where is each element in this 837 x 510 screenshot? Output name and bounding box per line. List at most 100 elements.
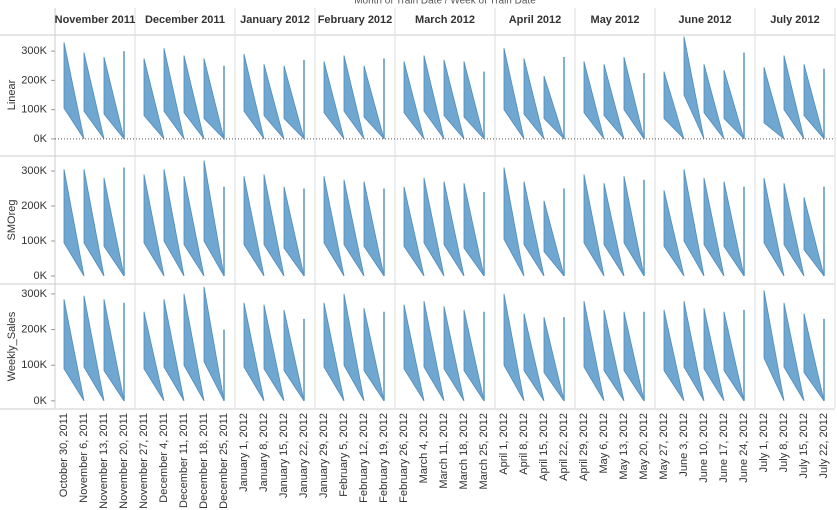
area [63,42,85,140]
area [663,71,685,140]
x-tick-label: July 8, 2012 [778,413,790,472]
area [423,300,445,402]
area [363,65,385,140]
area [283,65,305,141]
area [363,181,385,277]
x-tick-label: January 1, 2012 [238,413,250,492]
area [83,295,105,402]
x-tick-label: June 17, 2012 [718,413,730,483]
area [143,311,165,402]
x-tick-label: November 27, 2011 [138,413,150,509]
area [723,311,745,402]
y-tick-label: 0K [34,270,48,282]
area [283,186,305,277]
y-tick-label: 0K [34,133,48,145]
column-header: April 2012 [509,14,562,26]
area [423,55,445,140]
x-tick-label: April 22, 2012 [558,413,570,481]
x-tick-label: April 1, 2012 [498,413,510,475]
column-header: January 2012 [240,14,310,26]
area [203,160,225,277]
area [263,64,285,140]
area [343,293,365,402]
area [263,174,285,277]
y-tick-label: 100K [21,235,47,247]
area [603,64,625,140]
area [503,167,525,277]
area [543,200,565,277]
x-tick-label: March 18, 2012 [458,413,470,489]
area [403,61,425,140]
x-tick-label: January 22, 2012 [298,413,310,498]
area [103,299,125,402]
chart-title: Month of Train Date / Week of Train Date [354,0,536,7]
x-tick-label: November 6, 2011 [78,413,90,503]
area [783,302,805,402]
area [323,61,345,140]
area [243,176,265,277]
area [243,53,265,140]
area [443,59,465,140]
area [103,177,125,277]
x-tick-label: December 11, 2011 [178,413,190,508]
area [583,174,605,277]
area [583,300,605,402]
area [443,181,465,277]
x-tick-label: February 12, 2012 [358,413,370,503]
area [523,313,545,402]
column-header: November 2011 [55,14,136,26]
y-tick-label: 300K [21,165,47,177]
y-tick-label: 300K [21,288,47,300]
area [543,75,565,140]
x-tick-label: January 15, 2012 [278,413,290,498]
area [463,309,485,402]
area [763,290,785,402]
x-tick-label: March 25, 2012 [478,413,490,489]
area [763,177,785,277]
x-tick-label: December 4, 2011 [158,413,170,503]
area [103,56,125,140]
x-tick-label: December 25, 2011 [218,413,230,509]
area [283,309,305,402]
x-tick-label: January 29, 2012 [318,413,330,498]
x-tick-label: February 5, 2012 [338,413,350,497]
y-tick-label: 0K [34,395,48,407]
area [363,308,385,402]
x-tick-label: July 22, 2012 [818,413,830,478]
area [723,70,745,140]
area [203,286,225,402]
column-header: June 2012 [678,14,731,26]
area [403,304,425,402]
area [703,308,725,402]
area [803,64,825,140]
area [803,313,825,402]
x-tick-label: March 11, 2012 [438,413,450,489]
area [783,55,805,140]
column-header: July 2012 [770,14,820,26]
area [703,177,725,277]
area [683,300,705,402]
area [803,197,825,277]
row-label: Linear [6,79,18,110]
area [683,169,705,277]
x-tick-label: March 4, 2012 [418,413,430,483]
area [623,56,645,140]
area [163,169,185,277]
area [83,52,105,140]
area [83,169,105,277]
area [523,58,545,140]
area [783,183,805,277]
area [623,176,645,277]
area [423,177,445,277]
area [703,64,725,140]
column-header: December 2011 [145,14,225,26]
area [183,176,205,277]
x-tick-label: June 24, 2012 [738,413,750,483]
column-header: February 2012 [318,14,393,26]
area [63,169,85,277]
x-tick-label: December 18, 2011 [198,413,210,509]
y-tick-label: 200K [21,74,47,86]
area [503,48,525,140]
area [463,61,485,140]
area [623,311,645,402]
